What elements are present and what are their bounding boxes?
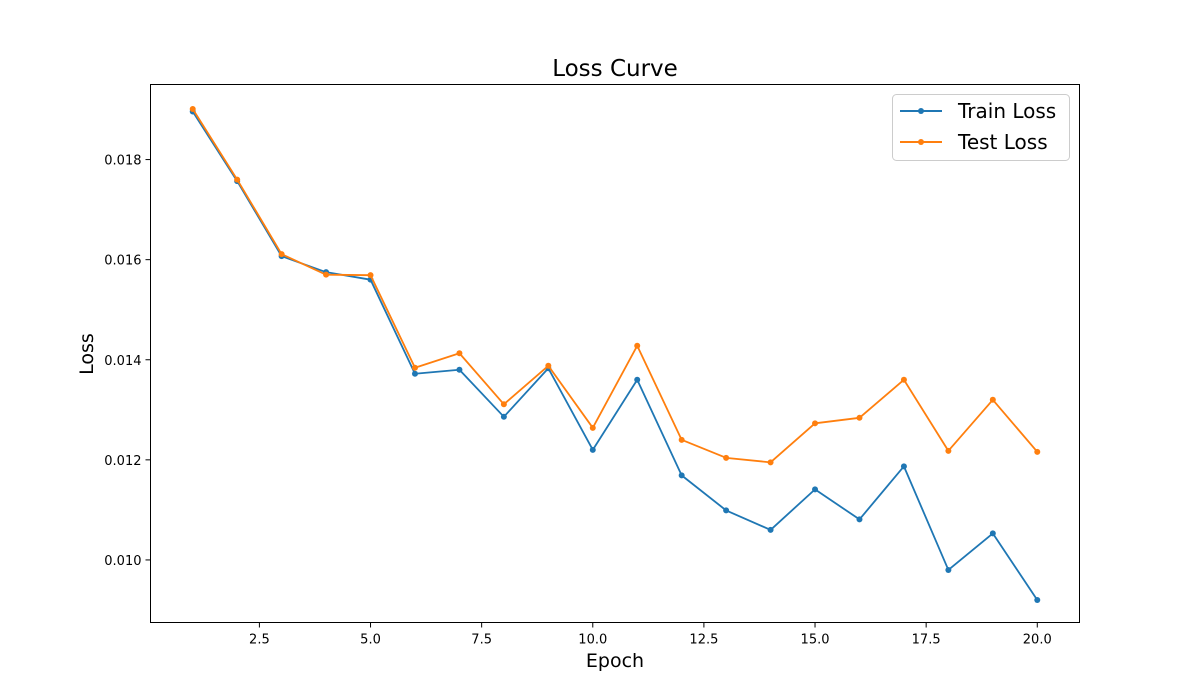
- legend-marker-train: [918, 108, 924, 114]
- data-point-train-loss: [634, 376, 641, 383]
- data-point-test-loss: [856, 414, 863, 421]
- chart-title: Loss Curve: [552, 56, 678, 82]
- y-axis-title: Loss: [76, 333, 98, 375]
- data-point-train-loss: [1034, 596, 1041, 603]
- legend-label-test: Test Loss: [957, 130, 1048, 154]
- data-point-test-loss: [767, 459, 774, 466]
- y-axis: 0.010 0.012 0.014 0.016 0.018: [104, 154, 151, 569]
- series-line-train-loss: [191, 111, 1039, 601]
- data-point-test-loss: [1034, 448, 1041, 455]
- series-test-loss: [189, 106, 1041, 466]
- plot-frame: [150, 84, 1080, 623]
- data-point-test-loss: [989, 396, 996, 403]
- data-point-test-loss: [234, 176, 241, 183]
- x-tick-label: 17.5: [912, 633, 941, 648]
- y-tick-label: 0.012: [104, 454, 141, 469]
- data-point-train-loss: [589, 446, 596, 453]
- data-point-test-loss: [411, 364, 418, 371]
- data-point-train-loss: [856, 516, 863, 523]
- x-tick-label: 2.5: [249, 633, 270, 648]
- series-train-loss: [189, 108, 1041, 603]
- x-tick-label: 20.0: [1023, 633, 1052, 648]
- x-tick-label: 12.5: [689, 633, 718, 648]
- data-point-train-loss: [500, 413, 507, 420]
- x-axis-title: Epoch: [586, 650, 644, 672]
- data-point-test-loss: [634, 342, 641, 349]
- x-axis: 2.5 5.0 7.5 10.0 12.5 15.0 17.5 20.0: [249, 622, 1052, 648]
- series-layer: [189, 106, 1041, 603]
- data-point-test-loss: [456, 350, 463, 357]
- data-point-train-loss: [945, 566, 952, 573]
- x-tick-label: 15.0: [801, 633, 830, 648]
- data-point-test-loss: [367, 272, 374, 279]
- y-tick-label: 0.016: [104, 254, 141, 269]
- data-point-test-loss: [945, 447, 952, 454]
- data-point-test-loss: [678, 436, 685, 443]
- data-point-train-loss: [767, 526, 774, 533]
- data-point-test-loss: [500, 401, 507, 408]
- data-point-test-loss: [900, 376, 907, 383]
- data-point-train-loss: [411, 370, 418, 377]
- data-point-train-loss: [456, 366, 463, 373]
- data-point-test-loss: [323, 271, 330, 278]
- legend: Train Loss Test Loss: [892, 94, 1070, 161]
- series-line-test-loss: [191, 108, 1038, 464]
- y-tick-label: 0.018: [104, 154, 141, 169]
- y-tick-label: 0.014: [104, 354, 141, 369]
- x-tick-label: 5.0: [360, 633, 381, 648]
- data-point-test-loss: [812, 420, 819, 427]
- data-point-train-loss: [989, 530, 996, 537]
- data-point-test-loss: [189, 106, 196, 113]
- y-tick-label: 0.010: [104, 554, 141, 569]
- legend-marker-test: [918, 139, 924, 145]
- data-point-test-loss: [278, 251, 285, 258]
- legend-label-train: Train Loss: [957, 99, 1056, 123]
- data-point-train-loss: [900, 463, 907, 470]
- data-point-test-loss: [545, 362, 552, 369]
- data-point-test-loss: [723, 454, 730, 461]
- x-tick-label: 7.5: [471, 633, 492, 648]
- data-point-test-loss: [589, 424, 596, 431]
- data-point-train-loss: [812, 486, 819, 493]
- data-point-train-loss: [723, 507, 730, 514]
- x-tick-label: 10.0: [578, 633, 607, 648]
- data-point-train-loss: [678, 472, 685, 479]
